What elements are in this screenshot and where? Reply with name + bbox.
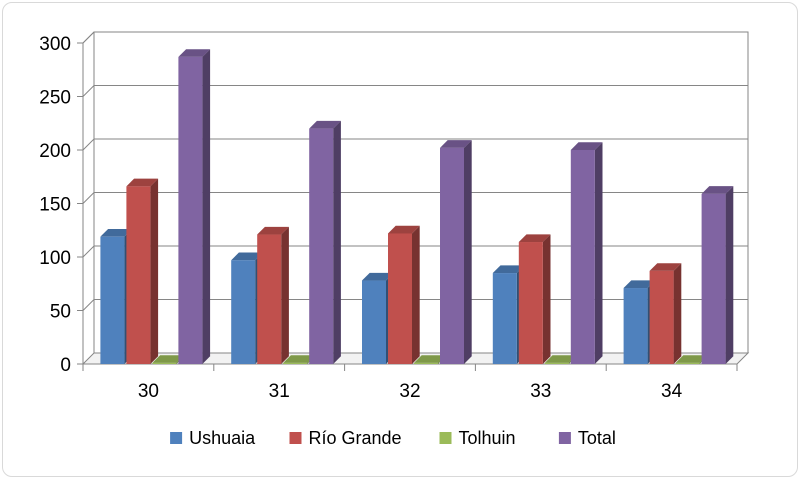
bar-top xyxy=(492,265,525,274)
bar-side xyxy=(464,140,472,364)
bar-front xyxy=(701,193,726,364)
bar-front xyxy=(414,362,438,364)
bar-top xyxy=(100,228,133,237)
bar-top xyxy=(152,355,185,363)
legend-swatch xyxy=(439,432,452,444)
legend-item: Río Grande xyxy=(289,428,402,448)
bar-top xyxy=(414,355,446,363)
bar-front xyxy=(570,150,595,364)
bar-side xyxy=(150,178,159,364)
bar-front xyxy=(231,260,256,364)
bar-top xyxy=(440,140,472,148)
bar xyxy=(649,263,682,364)
bar-top xyxy=(126,178,159,187)
bar xyxy=(257,226,289,364)
bar-side xyxy=(725,186,734,364)
side-wall-top xyxy=(82,31,95,44)
bar-side xyxy=(412,225,420,364)
bar-front xyxy=(492,273,517,364)
bar-top xyxy=(362,272,394,281)
legend-label: Total xyxy=(578,428,616,448)
bar-side xyxy=(594,142,603,364)
x-tick-label: 34 xyxy=(661,381,683,402)
bar-top xyxy=(388,225,420,234)
bar-front xyxy=(100,236,125,364)
y-tick-label: 200 xyxy=(39,141,71,162)
bar xyxy=(126,178,159,364)
legend-label: Tolhuin xyxy=(459,428,516,448)
bar-top xyxy=(675,355,708,363)
y-tick-label: 50 xyxy=(50,302,71,323)
bar-front xyxy=(362,280,386,364)
legend: Ushuaia Río Grande Tolhuin Total xyxy=(170,428,616,448)
bar-top xyxy=(178,49,211,57)
bar-top xyxy=(570,142,603,150)
bar xyxy=(178,49,211,365)
bar-side xyxy=(673,263,682,364)
bar-top xyxy=(309,120,341,129)
x-tick-label: 33 xyxy=(530,381,551,402)
bar-front xyxy=(178,56,203,364)
bar xyxy=(309,120,341,365)
bar-top xyxy=(518,234,551,243)
y-tick-label: 100 xyxy=(39,248,71,269)
bar-front xyxy=(126,186,151,364)
bar xyxy=(570,142,603,364)
bar xyxy=(440,140,472,364)
bar xyxy=(518,234,551,364)
bar-front xyxy=(388,233,412,364)
bar-front xyxy=(649,270,674,364)
bar xyxy=(388,225,420,364)
legend-item: Tolhuin xyxy=(439,428,516,448)
bar-front xyxy=(257,234,282,364)
bar-front xyxy=(440,147,464,364)
legend-swatch xyxy=(558,432,571,444)
bar-front xyxy=(544,362,569,364)
bar-front xyxy=(623,288,648,364)
legend-swatch xyxy=(170,432,183,444)
y-tick-label: 300 xyxy=(39,34,71,55)
legend-swatch xyxy=(289,432,302,444)
gridline xyxy=(82,138,748,151)
bar-front xyxy=(518,242,543,364)
bar-side xyxy=(333,120,341,365)
gridline xyxy=(82,85,748,97)
bar-top xyxy=(701,186,734,194)
bar-front xyxy=(283,362,308,364)
bar-front xyxy=(309,128,334,364)
x-tick-label: 32 xyxy=(399,381,420,402)
bar-top xyxy=(649,263,682,271)
x-tick-label: 30 xyxy=(138,381,159,402)
y-tick-label: 0 xyxy=(60,355,71,376)
legend-label: Ushuaia xyxy=(189,428,256,448)
bar-side xyxy=(281,226,289,364)
legend-item: Total xyxy=(558,428,616,448)
y-tick-label: 150 xyxy=(39,195,71,216)
legend-item: Ushuaia xyxy=(170,428,256,448)
bar-side xyxy=(542,234,551,364)
bar-top xyxy=(623,280,656,289)
bar xyxy=(701,186,734,364)
legend-label: Río Grande xyxy=(309,428,402,448)
gridline xyxy=(82,192,748,204)
bar-side xyxy=(202,49,211,365)
bar-top xyxy=(283,355,315,363)
bar-top xyxy=(231,252,263,261)
bar-top xyxy=(257,226,289,235)
y-tick-label: 250 xyxy=(39,88,71,109)
bar-front xyxy=(152,362,177,364)
x-tick-label: 31 xyxy=(269,381,290,402)
bar-top xyxy=(544,355,577,363)
bar-front xyxy=(675,362,700,364)
